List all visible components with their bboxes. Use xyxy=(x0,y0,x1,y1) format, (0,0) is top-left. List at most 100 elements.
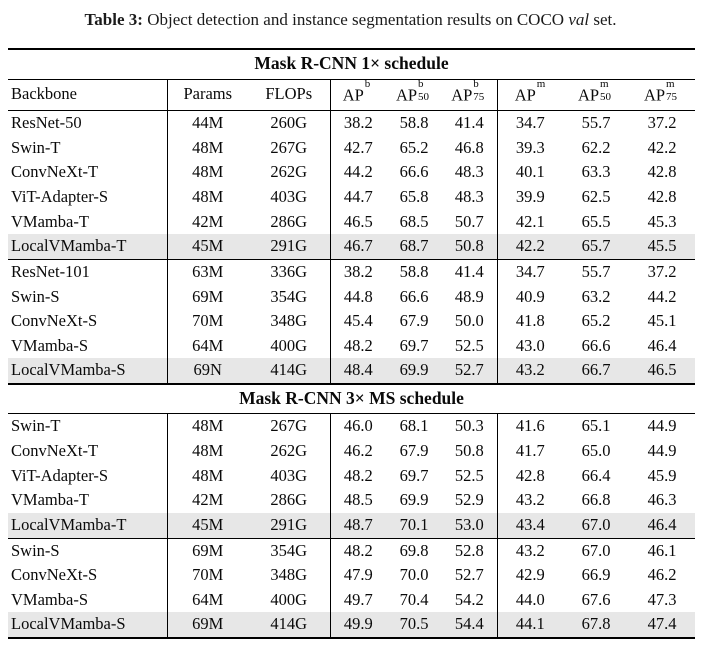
value-cell: 46.1 xyxy=(629,537,696,564)
value-cell: 48.9 xyxy=(442,284,498,310)
table-row: Swin-T 48M 267G 42.7 65.2 46.8 39.3 62.2 42.2 xyxy=(8,135,695,161)
value-cell: 70.0 xyxy=(399,565,429,585)
value-cell: 70.5 xyxy=(386,612,442,639)
value-cell: 45M xyxy=(167,234,248,260)
value-cell: 44.9 xyxy=(647,441,677,461)
value-cell: 39.9 xyxy=(515,187,545,207)
value-cell: 50.8 xyxy=(442,234,498,260)
value-cell: 403G xyxy=(248,185,331,210)
value-cell: 42.9 xyxy=(515,565,545,585)
value-cell: 66.6 xyxy=(399,286,429,306)
value-cell: 62.2 xyxy=(581,137,611,157)
value-cell: 48M xyxy=(192,465,224,485)
table-row: VMamba-S 64M 400G 49.7 70.4 54.2 44.0 67.6 47.3 xyxy=(8,587,695,613)
value-cell: 414G xyxy=(248,358,331,385)
value-cell: 66.4 xyxy=(581,465,611,485)
table-caption: Table 3: Object detection and instance s… xyxy=(10,9,691,30)
backbone-cell: VMamba-T xyxy=(8,488,168,513)
value-cell: 260G xyxy=(248,110,331,136)
value-cell: 70.1 xyxy=(386,512,442,539)
value-cell: 348G xyxy=(248,563,331,588)
value-cell: 48.7 xyxy=(330,512,386,539)
col-header-params: Params xyxy=(167,79,248,112)
backbone-cell: Swin-S xyxy=(8,284,168,310)
backbone-cell: LocalVMamba-S xyxy=(8,358,168,385)
value-cell: 45.4 xyxy=(343,311,373,331)
value-cell: 400G xyxy=(248,587,331,613)
col-header-ap: AP m 75 xyxy=(629,79,696,112)
value-cell: 48M xyxy=(192,137,224,157)
value-cell: 41.4 xyxy=(442,110,498,136)
backbone-cell: Swin-S xyxy=(8,537,168,564)
value-cell: 65.1 xyxy=(581,416,611,436)
backbone-cell: ConvNeXt-S xyxy=(8,309,168,334)
ap-supsub: b xyxy=(364,79,371,90)
value-cell: 70.4 xyxy=(399,589,429,609)
value-cell: 45.1 xyxy=(647,311,677,331)
value-cell: 69N xyxy=(167,358,248,385)
backbone-cell: Swin-T xyxy=(8,135,168,161)
value-cell: 68.5 xyxy=(399,211,429,231)
value-cell: 267G xyxy=(248,135,331,161)
value-cell: 48M xyxy=(192,441,224,461)
col-header-flops: FLOPs xyxy=(248,79,331,112)
backbone-cell: VMamba-T xyxy=(8,209,168,235)
value-cell: 46.4 xyxy=(647,335,677,355)
value-cell: 40.1 xyxy=(515,162,545,182)
value-cell: 414G xyxy=(248,612,331,639)
value-cell: 43.2 xyxy=(497,537,563,564)
value-cell: 69.7 xyxy=(399,465,429,485)
value-cell: 44.2 xyxy=(343,162,373,182)
value-cell: 336G xyxy=(248,258,331,285)
value-cell: 48.3 xyxy=(442,160,498,186)
value-cell: 55.7 xyxy=(581,113,611,133)
value-cell: 55.7 xyxy=(563,258,629,285)
value-cell: 38.2 xyxy=(330,258,386,285)
col-header-ap: AP b 50 xyxy=(386,79,442,112)
value-cell: 48.2 xyxy=(343,465,373,485)
ap-supsub: b 75 xyxy=(473,79,485,104)
table-row: ViT-Adapter-S 48M 403G 48.2 69.7 52.5 42.8 66.4… xyxy=(8,463,695,489)
value-cell: 45.5 xyxy=(629,234,696,260)
value-cell: 48M xyxy=(192,187,224,207)
value-cell: 39.3 xyxy=(515,137,545,157)
col-header-ap: AP m xyxy=(497,79,563,112)
value-cell: 37.2 xyxy=(629,258,696,285)
value-cell: 58.8 xyxy=(386,258,442,285)
value-cell: 46.4 xyxy=(629,512,696,539)
value-cell: 43.2 xyxy=(497,358,563,385)
backbone-cell: ViT-Adapter-S xyxy=(8,185,168,210)
value-cell: 69.8 xyxy=(386,537,442,564)
value-cell: 45.3 xyxy=(647,211,677,231)
value-cell: 69M xyxy=(167,537,248,564)
value-cell: 50.7 xyxy=(442,209,498,235)
table-row: VMamba-T 42M 286G 46.5 68.5 50.7 42.1 65.5 45.3 xyxy=(8,209,695,235)
table-row: LocalVMamba-T 45M 291G 46.7 68.7 50.8 42.2 65.7… xyxy=(8,234,696,260)
caption-suffix: set. xyxy=(593,10,617,29)
value-cell: 70M xyxy=(192,311,224,331)
table-row: ConvNeXt-T 48M 262G 46.2 67.9 50.8 41.7 65.0 44.… xyxy=(8,439,695,464)
value-cell: 66.7 xyxy=(563,358,629,385)
backbone-cell: VMamba-S xyxy=(8,587,168,613)
value-cell: 48.2 xyxy=(343,335,373,355)
table-row: ResNet-50 44M 260G 38.2 58.8 41.4 34.7 55.7 37.2 xyxy=(8,110,695,136)
value-cell: 42M xyxy=(192,211,224,231)
value-cell: 41.8 xyxy=(515,311,545,331)
value-cell: 46.7 xyxy=(330,234,386,260)
backbone-cell: LocalVMamba-S xyxy=(8,612,168,639)
backbone-cell: ConvNeXt-T xyxy=(8,439,168,464)
value-cell: 69M xyxy=(192,286,224,306)
value-cell: 63.3 xyxy=(581,162,611,182)
column-header-row: Backbone Params FLOPs AP b AP b 50 AP b 75 AP m AP m 50… xyxy=(8,79,696,112)
value-cell: 291G xyxy=(248,512,331,539)
value-cell: 41.6 xyxy=(515,416,545,436)
value-cell: 69M xyxy=(167,612,248,639)
value-cell: 41.7 xyxy=(515,441,545,461)
value-cell: 354G xyxy=(248,284,331,310)
value-cell: 43.0 xyxy=(515,335,545,355)
value-cell: 67.9 xyxy=(399,311,429,331)
value-cell: 42.8 xyxy=(515,465,545,485)
table-row: LocalVMamba-S 69M 414G 49.9 70.5 54.4 44.1 67.8… xyxy=(8,612,696,639)
value-cell: 46.2 xyxy=(647,565,677,585)
ap-supsub: m xyxy=(536,79,546,90)
